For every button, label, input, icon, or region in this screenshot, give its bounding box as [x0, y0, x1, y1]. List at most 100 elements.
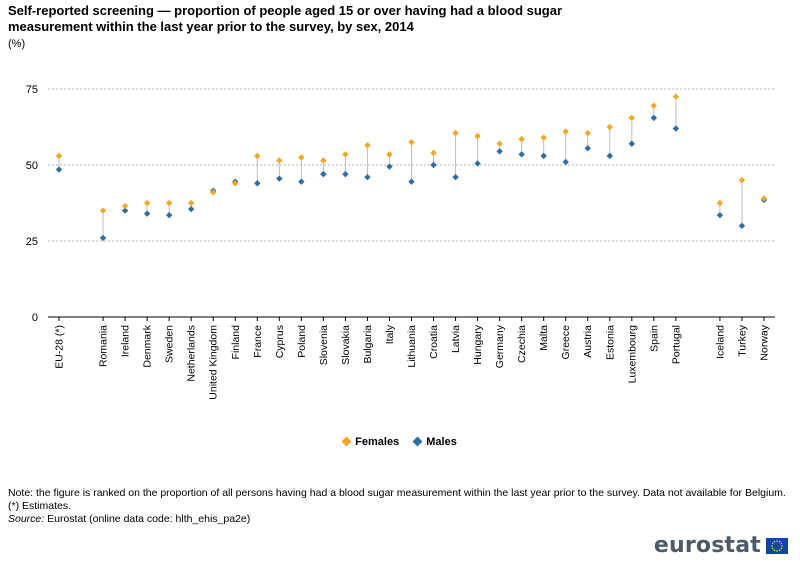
- dot-chart: 0 25 50 75 EU-28 (*) Romania Ireland Denmark Swe…: [26, 84, 775, 400]
- female-point: [584, 129, 591, 137]
- x-category-label: Finland: [230, 325, 242, 360]
- x-category-label: Slovenia: [318, 325, 330, 365]
- female-point: [628, 114, 636, 122]
- male-point: [342, 170, 349, 178]
- female-point: [452, 129, 459, 137]
- female-point: [606, 123, 613, 131]
- female-point: [276, 157, 283, 164]
- estimates-note: (*) Estimates.: [8, 500, 72, 512]
- male-point: [121, 207, 129, 214]
- female-point: [210, 189, 217, 196]
- female-point: [408, 139, 415, 146]
- x-category-label: Malta: [538, 325, 550, 351]
- x-category-label: EU-28 (*): [54, 325, 66, 369]
- source-label: Source:: [8, 513, 45, 525]
- legend-males-label: Males: [426, 436, 457, 448]
- female-point: [760, 195, 768, 202]
- male-point: [672, 125, 680, 132]
- female-point: [672, 93, 680, 100]
- female-point: [518, 135, 525, 143]
- male-point: [738, 222, 746, 229]
- female-point: [650, 102, 658, 109]
- female-point: [143, 199, 151, 207]
- female-point: [474, 132, 481, 140]
- x-category-label: Latvia: [450, 325, 462, 353]
- x-category-label: Denmark: [142, 324, 154, 367]
- x-category-label: Croatia: [428, 325, 440, 359]
- x-category-label: Greece: [560, 325, 572, 360]
- logo-text: eurostat: [653, 533, 761, 558]
- legend-females-label: Females: [355, 436, 400, 448]
- male-point: [254, 180, 261, 187]
- source-line: Source: Eurostat (online data code: hlth…: [8, 513, 786, 526]
- x-category-label: Bulgaria: [362, 325, 374, 364]
- female-point: [562, 128, 569, 135]
- female-point: [496, 140, 503, 147]
- male-point: [474, 160, 481, 167]
- x-category-label: Iceland: [714, 325, 726, 359]
- x-category-label: Turkey: [736, 324, 748, 356]
- female-point: [232, 180, 239, 187]
- male-point: [165, 211, 173, 219]
- legend-item-males[interactable]: Males: [412, 436, 457, 448]
- male-point: [496, 148, 503, 155]
- x-category-label: Netherlands: [186, 325, 198, 382]
- legend: Females Males: [0, 436, 800, 448]
- male-point: [540, 152, 547, 160]
- male-point: [606, 152, 613, 160]
- note-line: Note: the figure is ranked on the propor…: [8, 487, 786, 499]
- x-category-label: Austria: [582, 325, 594, 358]
- eu-flag-icon: [766, 537, 788, 554]
- female-point: [320, 157, 327, 164]
- female-point: [430, 149, 437, 157]
- x-category-label: Estonia: [604, 325, 616, 360]
- legend-item-females[interactable]: Females: [341, 436, 400, 448]
- male-point: [320, 170, 327, 178]
- female-point: [187, 199, 195, 207]
- female-point: [254, 152, 261, 160]
- x-category-label: Cyprus: [274, 325, 286, 358]
- female-point: [364, 142, 371, 149]
- x-category-label: Norway: [758, 324, 770, 360]
- female-point: [540, 134, 547, 141]
- female-point: [386, 151, 393, 158]
- x-category-label: Italy: [384, 324, 396, 344]
- male-point: [716, 211, 724, 219]
- male-point: [298, 178, 305, 185]
- female-point: [738, 177, 746, 184]
- y-tick-label: 25: [26, 236, 38, 248]
- legend-males-swatch: [412, 436, 423, 447]
- male-point: [386, 163, 393, 170]
- male-point: [650, 114, 658, 122]
- chart-title: Self-reported screening — proportion of …: [8, 3, 708, 35]
- male-point: [628, 140, 636, 147]
- female-point: [55, 152, 63, 160]
- male-point: [276, 175, 283, 182]
- x-category-label: Poland: [296, 325, 308, 358]
- male-point: [584, 145, 591, 152]
- x-category-label: Slovakia: [340, 325, 352, 365]
- female-point: [99, 207, 107, 214]
- x-category-label: Romania: [98, 325, 110, 367]
- chart-title-line2: measurement within the last year prior t…: [8, 19, 414, 34]
- x-category-label: Sweden: [164, 325, 176, 363]
- eurostat-logo: eurostat: [654, 533, 788, 558]
- female-point: [298, 154, 305, 161]
- male-point: [408, 178, 415, 185]
- female-point: [165, 199, 173, 207]
- legend-females-swatch: [341, 436, 352, 447]
- female-point: [716, 199, 724, 207]
- female-point: [342, 151, 349, 158]
- x-category-label: Czechia: [516, 325, 528, 363]
- x-category-label: Germany: [494, 324, 506, 368]
- female-point: [121, 202, 129, 210]
- x-category-label: Ireland: [120, 325, 132, 357]
- source-text: Eurostat (online data code: hlth_ehis_pa…: [44, 513, 251, 525]
- male-point: [143, 210, 151, 217]
- male-point: [187, 205, 195, 213]
- x-category-label: Lithuania: [406, 325, 418, 368]
- x-category-label: United Kingdom: [208, 325, 220, 400]
- y-tick-label: 50: [26, 160, 38, 172]
- chart-title-line1: Self-reported screening — proportion of …: [8, 3, 563, 18]
- male-point: [55, 166, 63, 173]
